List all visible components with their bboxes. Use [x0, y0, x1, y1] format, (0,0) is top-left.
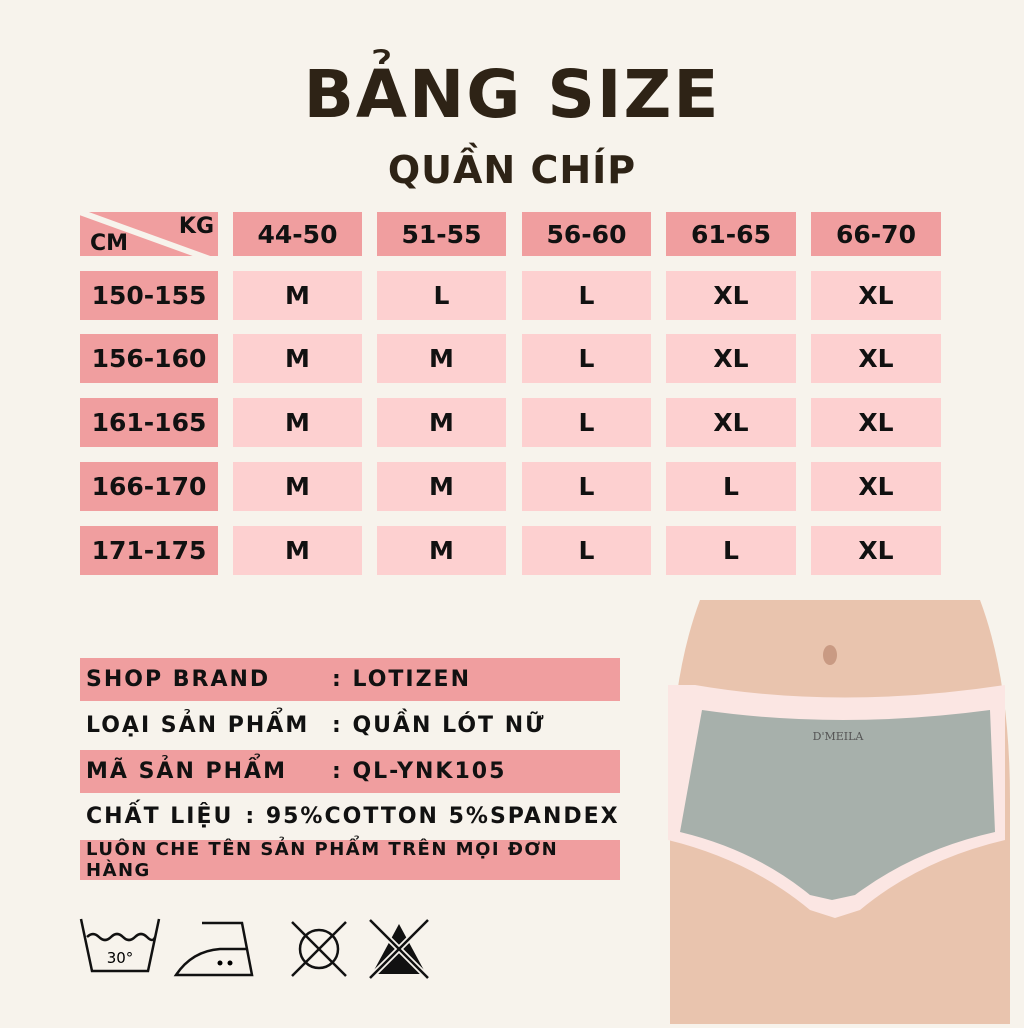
- info-value: : QL-YNK105: [332, 759, 507, 784]
- weight-column-header: 44-50: [233, 212, 362, 256]
- size-cell: L: [666, 462, 796, 511]
- height-row-header: 161-165: [80, 398, 218, 447]
- diagonal-divider: [80, 212, 211, 256]
- weight-column-header: 61-65: [666, 212, 796, 256]
- size-cell: M: [377, 398, 506, 447]
- size-cell: L: [522, 398, 651, 447]
- size-cell: M: [233, 334, 362, 383]
- size-cell: M: [377, 334, 506, 383]
- weight-column-header: 51-55: [377, 212, 506, 256]
- product-image: D'MEILA: [660, 600, 1024, 1028]
- size-cell: XL: [811, 462, 941, 511]
- size-cell: XL: [811, 398, 941, 447]
- info-value: : QUẦN LÓT NỮ: [332, 712, 546, 738]
- size-cell: L: [666, 526, 796, 575]
- wash-30-icon: 30°: [78, 915, 162, 979]
- info-row: LOẠI SẢN PHẨM : QUẦN LÓT NỮ: [80, 705, 620, 745]
- info-value: : 95%COTTON 5%SPANDEX: [245, 803, 620, 829]
- weight-column-header: 66-70: [811, 212, 941, 256]
- height-row-header: 156-160: [80, 334, 218, 383]
- size-cell: M: [233, 526, 362, 575]
- info-row: CHẤT LIỆU : 95%COTTON 5%SPANDEX: [80, 797, 620, 835]
- size-cell: XL: [666, 398, 796, 447]
- size-cell: L: [522, 462, 651, 511]
- size-cell: M: [233, 462, 362, 511]
- page-subtitle: QUẦN CHÍP: [387, 148, 637, 192]
- svg-text:D'MEILA: D'MEILA: [813, 730, 865, 743]
- info-label: SHOP BRAND: [86, 667, 271, 692]
- size-cell: XL: [811, 271, 941, 320]
- no-bleach-icon: [367, 917, 431, 984]
- size-cell: L: [522, 526, 651, 575]
- page-title: BẢNG SIZE: [303, 56, 721, 133]
- size-cell: XL: [666, 271, 796, 320]
- height-row-header: 171-175: [80, 526, 218, 575]
- svg-text:30°: 30°: [107, 949, 134, 967]
- info-row: MÃ SẢN PHẨM : QL-YNK105: [80, 750, 620, 793]
- size-cell: M: [377, 462, 506, 511]
- height-row-header: 166-170: [80, 462, 218, 511]
- size-cell: XL: [666, 334, 796, 383]
- size-cell: L: [377, 271, 506, 320]
- info-label: LOẠI SẢN PHẨM: [86, 712, 310, 738]
- info-label: MÃ SẢN PHẨM: [86, 759, 287, 784]
- weight-unit-label: KG: [178, 214, 214, 239]
- table-corner: CM KG: [80, 212, 218, 256]
- info-label: LUÔN CHE TÊN SẢN PHẨM TRÊN MỌI ĐƠN HÀNG: [86, 839, 559, 881]
- size-cell: M: [377, 526, 506, 575]
- weight-column-header: 56-60: [522, 212, 651, 256]
- size-cell: M: [233, 271, 362, 320]
- info-label: CHẤT LIỆU: [86, 803, 234, 829]
- size-cell: L: [522, 271, 651, 320]
- size-cell: XL: [811, 526, 941, 575]
- height-unit-label: CM: [90, 231, 129, 256]
- info-row: LUÔN CHE TÊN SẢN PHẨM TRÊN MỌI ĐƠN HÀNG: [80, 839, 620, 881]
- info-value: : LOTIZEN: [332, 667, 471, 692]
- height-row-header: 150-155: [80, 271, 218, 320]
- size-cell: XL: [811, 334, 941, 383]
- size-cell: L: [522, 334, 651, 383]
- info-row: SHOP BRAND : LOTIZEN: [80, 658, 620, 701]
- no-tumble-dry-icon: [290, 918, 348, 984]
- size-cell: M: [233, 398, 362, 447]
- iron-medium-icon: [172, 915, 258, 983]
